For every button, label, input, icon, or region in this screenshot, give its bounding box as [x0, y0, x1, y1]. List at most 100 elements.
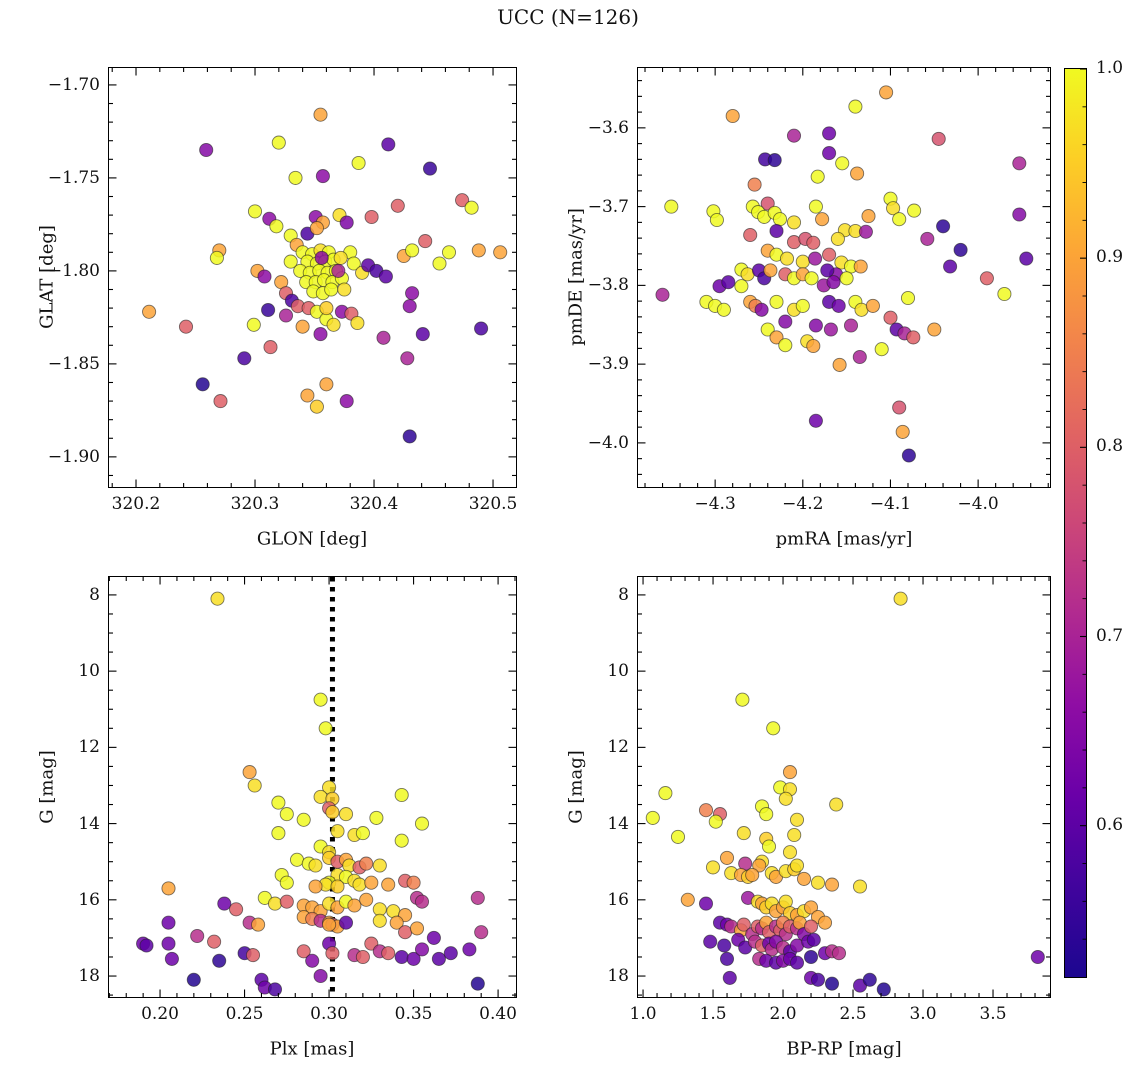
data-point — [190, 928, 205, 944]
data-point — [789, 955, 805, 970]
data-point — [405, 286, 420, 301]
data-point — [229, 902, 244, 917]
data-point — [680, 892, 695, 907]
data-point — [708, 814, 723, 829]
data-point — [364, 209, 379, 225]
data-point — [743, 227, 758, 243]
tick-label: −1.80 — [47, 260, 100, 281]
data-point — [426, 930, 441, 945]
data-point — [883, 310, 898, 325]
data-point — [810, 875, 826, 890]
data-point — [767, 153, 782, 168]
data-point — [331, 263, 346, 278]
data-point — [787, 827, 802, 843]
data-point — [874, 342, 889, 357]
data-point — [470, 890, 485, 905]
data-point — [376, 330, 391, 345]
data-point — [415, 327, 430, 342]
data-point — [861, 209, 876, 224]
data-point — [817, 915, 833, 930]
data-point — [246, 317, 261, 332]
colorbar-tick-label: 1.0 — [1096, 58, 1124, 78]
data-point — [217, 896, 232, 911]
data-point — [313, 789, 328, 804]
data-point — [843, 318, 859, 333]
data-point — [826, 275, 841, 290]
data-point — [326, 317, 341, 332]
data-point — [853, 259, 868, 274]
data-point — [474, 925, 489, 940]
data-point — [766, 721, 781, 736]
tick-label: 1.0 — [629, 1004, 657, 1024]
data-point — [308, 879, 323, 894]
data-point — [271, 795, 286, 810]
data-point — [402, 299, 417, 314]
data-point — [895, 424, 910, 439]
data-point — [355, 826, 370, 841]
data-point — [782, 845, 798, 860]
ylabel-g-right: G [mag] — [565, 750, 587, 824]
data-point — [257, 269, 272, 284]
tick-label: 16 — [78, 889, 100, 910]
tick-label: 14 — [78, 813, 100, 834]
data-point — [735, 692, 750, 707]
data-point — [355, 949, 370, 965]
tick-label: 12 — [78, 737, 100, 758]
data-point — [769, 330, 784, 345]
data-point — [325, 805, 340, 820]
data-point — [381, 137, 396, 152]
data-point — [359, 892, 374, 907]
data-point — [808, 251, 823, 266]
data-point — [754, 302, 769, 317]
data-point — [858, 224, 873, 239]
data-point — [414, 816, 430, 831]
tick-label: −1.75 — [47, 167, 100, 188]
data-point — [338, 915, 354, 930]
data-point — [431, 951, 446, 966]
panel-g-vs-plx — [108, 576, 517, 998]
tick-label: −3.7 — [587, 196, 629, 217]
tick-label: 8 — [618, 584, 629, 605]
data-point — [901, 448, 916, 463]
data-point — [835, 156, 850, 171]
data-point — [760, 196, 775, 211]
data-point — [441, 245, 457, 260]
data-point — [337, 282, 352, 297]
data-point — [279, 875, 294, 890]
data-point — [237, 351, 252, 366]
data-point — [400, 351, 415, 366]
data-point — [352, 877, 367, 892]
tick-label: 3.5 — [979, 1004, 1007, 1024]
data-point — [161, 936, 176, 951]
data-point — [786, 128, 802, 143]
data-point — [979, 271, 994, 286]
data-point — [351, 155, 366, 171]
data-point — [389, 915, 404, 930]
data-point — [283, 254, 298, 269]
data-point — [892, 212, 907, 227]
data-point — [823, 322, 838, 337]
data-point — [822, 247, 837, 262]
tick-label: −4.0 — [587, 432, 629, 453]
data-point — [927, 322, 942, 337]
colorbar-tick-label: 0.8 — [1096, 436, 1124, 457]
data-point — [267, 982, 283, 997]
colorbar-ticks — [1080, 69, 1086, 940]
data-point — [779, 251, 795, 266]
data-point — [406, 951, 421, 966]
data-point — [876, 982, 891, 997]
data-point — [850, 166, 865, 181]
data-point — [333, 250, 348, 265]
data-point — [372, 858, 387, 873]
data-point — [725, 108, 740, 124]
data-point — [378, 269, 393, 284]
data-point — [698, 896, 714, 911]
data-point — [824, 877, 840, 892]
data-point — [296, 944, 311, 959]
tick-label: 18 — [607, 966, 629, 987]
data-point — [997, 286, 1012, 302]
data-point — [936, 219, 951, 234]
data-point — [886, 201, 901, 216]
data-point — [829, 797, 844, 812]
